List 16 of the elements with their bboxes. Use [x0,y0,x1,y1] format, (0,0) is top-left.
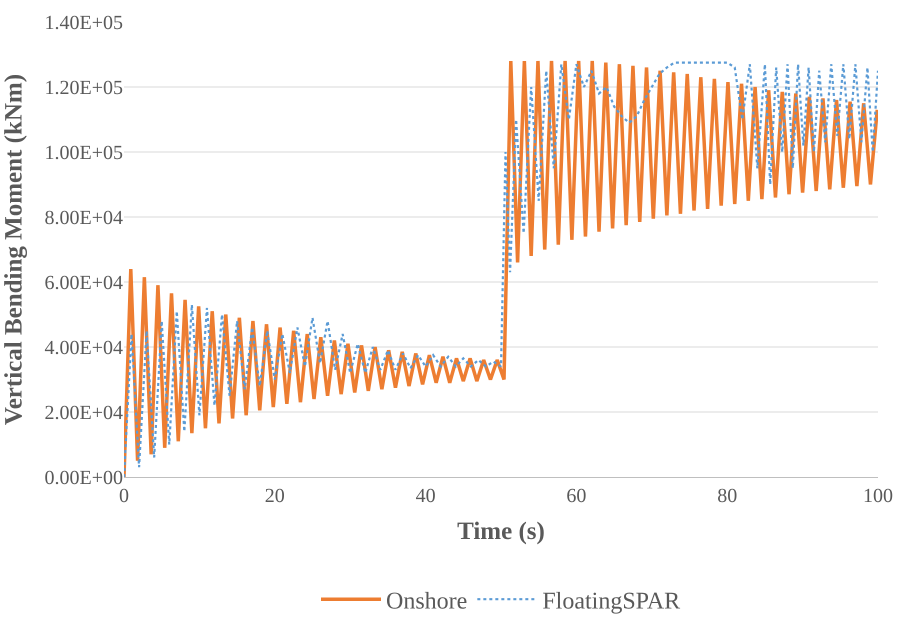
y-tick-label: 1.00E+05 [44,142,123,164]
x-tick-label: 40 [416,485,436,507]
y-axis-title: Vertical Bending Moment (kNm) [0,74,28,426]
y-tick-label: 4.00E+04 [44,337,123,359]
x-tick-label: 20 [264,485,285,507]
x-tick-label: 60 [566,485,586,507]
y-tick-label: 6.00E+04 [44,272,123,294]
x-axis-title: Time (s) [457,518,545,545]
y-tick-label: 8.00E+04 [44,207,123,229]
x-tick-label: 80 [717,485,738,507]
legend-label: Onshore [386,588,468,615]
x-tick-label: 100 [863,485,893,507]
y-tick-label: 1.40E+05 [44,12,123,34]
legend-label: FloatingSPAR [542,588,680,615]
y-tick-label: 2.00E+04 [44,402,123,424]
y-tick-label: 1.20E+05 [44,77,123,99]
